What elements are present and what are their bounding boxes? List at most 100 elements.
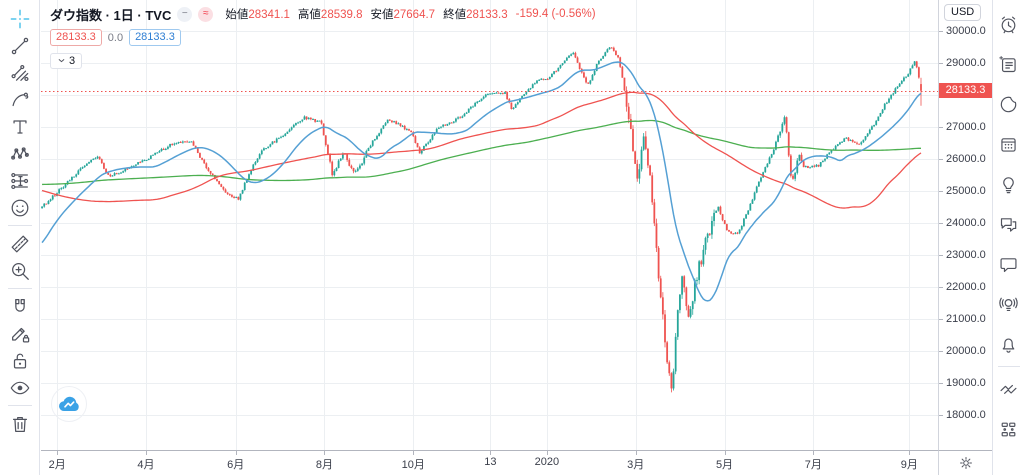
projection-icon bbox=[10, 172, 28, 189]
currency-unit-button[interactable]: USD bbox=[944, 4, 982, 21]
time-tick-label: 4月 bbox=[137, 459, 155, 471]
dom-panel-button[interactable] bbox=[995, 409, 1023, 449]
chart-settings-gear-icon[interactable] bbox=[958, 455, 974, 471]
time-axis[interactable]: 2月 4月 6月 8月 10月 13 2020 3月 5月 7月 9月 bbox=[41, 450, 938, 475]
text-tool-icon bbox=[12, 119, 27, 134]
right-sidebar bbox=[992, 0, 1024, 475]
time-tick-mark bbox=[909, 451, 911, 455]
projection-button[interactable] bbox=[4, 167, 36, 194]
time-tick-mark bbox=[235, 451, 237, 455]
time-tick-label: 2020 bbox=[534, 456, 560, 468]
price-axis[interactable]: USD 28133.3 30000.029000.028000.027000.0… bbox=[938, 0, 992, 450]
price-tick-label: 26000.0 bbox=[939, 153, 992, 165]
private-chats-button[interactable] bbox=[995, 244, 1023, 284]
lock-drawings-button[interactable] bbox=[4, 347, 36, 374]
markets-icon bbox=[1000, 384, 1017, 394]
xabcd-pattern-button[interactable] bbox=[4, 140, 36, 167]
data-window-button[interactable] bbox=[995, 44, 1023, 84]
change-value: -159.4 (-0.56%) bbox=[515, 8, 596, 20]
trend-line-icon bbox=[11, 37, 28, 54]
remove-drawings-icon bbox=[12, 416, 27, 432]
publish-cloud-button[interactable] bbox=[51, 386, 87, 422]
notifications-button[interactable] bbox=[995, 324, 1023, 364]
public-chats-button[interactable] bbox=[995, 204, 1023, 244]
toolbar-divider bbox=[7, 405, 32, 406]
ideas-button[interactable] bbox=[995, 164, 1023, 204]
markets-button[interactable] bbox=[995, 369, 1023, 409]
sell-price-button[interactable]: 28133.3 bbox=[50, 29, 102, 46]
time-tick-label: 5月 bbox=[715, 459, 734, 471]
time-tick-mark bbox=[813, 451, 815, 455]
zoom-in-button[interactable] bbox=[4, 257, 36, 284]
ohlc-readout: 始値28341.1 高値28539.8 安値27664.7 終値28133.3 … bbox=[225, 6, 595, 22]
brush-icon bbox=[12, 92, 28, 106]
crosshair-button[interactable] bbox=[4, 5, 36, 32]
ideas-icon bbox=[1003, 176, 1014, 193]
toolbar-divider bbox=[997, 366, 1020, 367]
drawing-toolbar bbox=[0, 0, 40, 475]
stay-in-drawing-mode-button[interactable] bbox=[4, 320, 36, 347]
time-tick-mark bbox=[57, 451, 59, 455]
last-price-tag: 28133.3 bbox=[939, 83, 992, 99]
low-value: 27664.7 bbox=[393, 9, 436, 21]
time-tick-mark bbox=[546, 451, 548, 455]
time-tick-mark bbox=[145, 451, 147, 455]
time-tick-mark bbox=[635, 451, 637, 455]
time-tick-label: 7月 bbox=[804, 459, 822, 471]
axis-settings-cell bbox=[938, 450, 992, 475]
spread-value: 0.0 bbox=[107, 31, 124, 44]
series-flag-toggle[interactable]: ≈ bbox=[198, 6, 214, 22]
close-label: 終値 bbox=[443, 9, 467, 21]
time-tick-label: 3月 bbox=[627, 459, 645, 471]
dom-panel-icon bbox=[1001, 422, 1016, 436]
ruler-button[interactable] bbox=[4, 230, 36, 257]
symbol-title[interactable]: ダウ指数 · 1日 · TVC bbox=[50, 7, 172, 23]
time-tick-label: 13 bbox=[484, 456, 497, 468]
remove-drawings-button[interactable] bbox=[4, 410, 36, 437]
hotlists-button[interactable] bbox=[995, 84, 1023, 124]
text-tool-button[interactable] bbox=[4, 113, 36, 140]
gann-fib-tools-button[interactable] bbox=[4, 59, 36, 86]
hide-drawings-button[interactable] bbox=[4, 374, 36, 401]
price-tick-label: 25000.0 bbox=[939, 185, 992, 197]
streams-icon bbox=[999, 297, 1018, 311]
time-tick-label: 6月 bbox=[227, 459, 245, 471]
indicators-collapse-button[interactable]: 3 bbox=[50, 52, 83, 69]
toolbar-divider bbox=[7, 288, 32, 289]
indicators-count: 3 bbox=[69, 54, 76, 67]
series-minimize-toggle[interactable]: − bbox=[177, 6, 193, 22]
emoji-icon bbox=[11, 199, 28, 216]
price-tick-label: 30000.0 bbox=[939, 25, 992, 37]
calendar-button[interactable] bbox=[995, 124, 1023, 164]
chart-area[interactable]: ダウ指数 · 1日 · TVC − ≈ 始値28341.1 高値28539.8 … bbox=[41, 0, 938, 450]
cloud-logo-icon bbox=[59, 396, 79, 412]
streams-button[interactable] bbox=[995, 284, 1023, 324]
xabcd-pattern-icon bbox=[10, 146, 29, 160]
emoji-button[interactable] bbox=[4, 194, 36, 221]
buy-price-button[interactable]: 28133.3 bbox=[129, 29, 181, 46]
time-tick-label: 10月 bbox=[401, 459, 425, 471]
price-tick-label: 24000.0 bbox=[939, 217, 992, 229]
time-tick-mark bbox=[724, 451, 726, 455]
magnet-button[interactable] bbox=[4, 293, 36, 320]
open-label: 始値 bbox=[225, 9, 249, 21]
zoom-in-icon bbox=[11, 262, 29, 280]
alerts-clock-button[interactable] bbox=[995, 4, 1023, 44]
hotlists-icon bbox=[1000, 96, 1017, 112]
trend-line-button[interactable] bbox=[4, 32, 36, 59]
chart-canvas[interactable] bbox=[41, 0, 938, 450]
close-value: 28133.3 bbox=[466, 9, 508, 21]
time-tick-label: 8月 bbox=[315, 459, 333, 471]
stay-in-drawing-mode-icon bbox=[11, 327, 29, 343]
price-tick-label: 27000.0 bbox=[939, 121, 992, 133]
data-window-icon bbox=[999, 55, 1016, 72]
calendar-icon bbox=[1001, 137, 1016, 152]
low-label: 安値 bbox=[370, 9, 394, 21]
brush-button[interactable] bbox=[4, 86, 36, 113]
toolbar-divider bbox=[7, 225, 32, 226]
time-tick-label: 9月 bbox=[900, 459, 918, 471]
price-tick-label: 18000.0 bbox=[939, 409, 992, 421]
gann-fib-tools-icon bbox=[10, 64, 29, 81]
ruler-icon bbox=[11, 235, 28, 252]
